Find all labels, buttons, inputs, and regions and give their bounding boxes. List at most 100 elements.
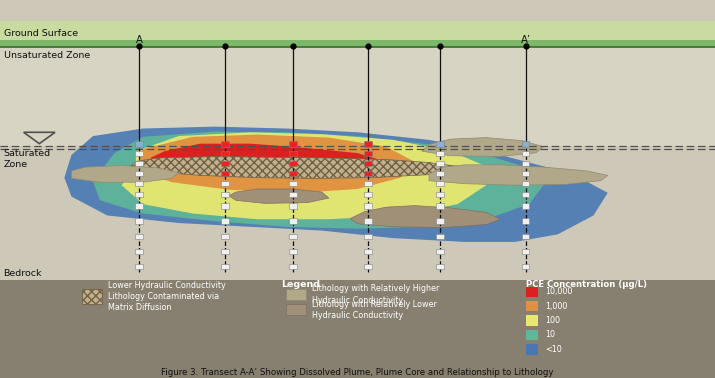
Text: 10: 10: [546, 330, 556, 339]
FancyBboxPatch shape: [521, 171, 529, 176]
FancyBboxPatch shape: [521, 181, 529, 186]
FancyBboxPatch shape: [289, 249, 297, 254]
FancyBboxPatch shape: [289, 181, 297, 186]
FancyBboxPatch shape: [136, 218, 143, 224]
FancyBboxPatch shape: [0, 40, 715, 47]
FancyBboxPatch shape: [521, 203, 529, 209]
FancyBboxPatch shape: [521, 249, 529, 254]
FancyBboxPatch shape: [222, 171, 229, 176]
FancyBboxPatch shape: [222, 161, 229, 166]
Polygon shape: [150, 144, 386, 176]
FancyBboxPatch shape: [521, 141, 529, 147]
Text: Legend: Legend: [281, 280, 320, 290]
FancyBboxPatch shape: [222, 181, 229, 186]
FancyBboxPatch shape: [365, 264, 373, 269]
Text: Saturated
Zone: Saturated Zone: [4, 149, 51, 169]
FancyBboxPatch shape: [365, 181, 373, 186]
FancyBboxPatch shape: [365, 141, 373, 147]
Text: A: A: [136, 36, 143, 45]
Text: Ground Surface: Ground Surface: [4, 29, 78, 38]
Polygon shape: [229, 189, 329, 203]
FancyBboxPatch shape: [222, 234, 229, 239]
FancyBboxPatch shape: [136, 141, 143, 147]
FancyBboxPatch shape: [286, 289, 306, 300]
FancyBboxPatch shape: [436, 171, 443, 176]
Text: Unsaturated Zone: Unsaturated Zone: [4, 51, 90, 60]
FancyBboxPatch shape: [136, 249, 143, 254]
Text: PCE Concentration (µg/L): PCE Concentration (µg/L): [526, 280, 646, 290]
Text: 1,000: 1,000: [546, 302, 568, 311]
Text: <10: <10: [546, 345, 562, 354]
Polygon shape: [422, 138, 543, 156]
FancyBboxPatch shape: [136, 151, 143, 156]
FancyBboxPatch shape: [365, 218, 373, 224]
Text: Bedrock: Bedrock: [4, 269, 42, 278]
FancyBboxPatch shape: [222, 249, 229, 254]
FancyBboxPatch shape: [286, 304, 306, 315]
FancyBboxPatch shape: [136, 203, 143, 209]
Text: 10,000: 10,000: [546, 287, 573, 296]
FancyBboxPatch shape: [526, 287, 538, 297]
Text: A’: A’: [521, 36, 531, 45]
FancyBboxPatch shape: [436, 192, 443, 197]
FancyBboxPatch shape: [365, 161, 373, 166]
FancyBboxPatch shape: [222, 203, 229, 209]
FancyBboxPatch shape: [436, 218, 443, 224]
FancyBboxPatch shape: [521, 192, 529, 197]
Text: 100: 100: [546, 316, 561, 325]
Polygon shape: [122, 132, 486, 219]
Polygon shape: [72, 166, 179, 182]
FancyBboxPatch shape: [0, 47, 715, 146]
FancyBboxPatch shape: [365, 249, 373, 254]
FancyBboxPatch shape: [82, 289, 102, 304]
FancyBboxPatch shape: [365, 203, 373, 209]
FancyBboxPatch shape: [521, 234, 529, 239]
FancyBboxPatch shape: [526, 344, 538, 355]
FancyBboxPatch shape: [436, 249, 443, 254]
FancyBboxPatch shape: [526, 330, 538, 340]
FancyBboxPatch shape: [289, 151, 297, 156]
Polygon shape: [129, 156, 458, 178]
FancyBboxPatch shape: [289, 192, 297, 197]
FancyBboxPatch shape: [136, 234, 143, 239]
FancyBboxPatch shape: [0, 146, 715, 280]
FancyBboxPatch shape: [289, 264, 297, 269]
Polygon shape: [64, 127, 608, 242]
FancyBboxPatch shape: [136, 264, 143, 269]
FancyBboxPatch shape: [136, 171, 143, 176]
FancyBboxPatch shape: [521, 151, 529, 156]
FancyBboxPatch shape: [222, 264, 229, 269]
FancyBboxPatch shape: [289, 171, 297, 176]
Polygon shape: [136, 135, 415, 193]
Text: Lithology with Relatively Higher
Hydraulic Conductivity: Lithology with Relatively Higher Hydraul…: [312, 284, 439, 305]
FancyBboxPatch shape: [436, 141, 443, 147]
FancyBboxPatch shape: [436, 181, 443, 186]
FancyBboxPatch shape: [222, 141, 229, 147]
Polygon shape: [429, 165, 608, 185]
FancyBboxPatch shape: [222, 192, 229, 197]
FancyBboxPatch shape: [136, 181, 143, 186]
FancyBboxPatch shape: [436, 264, 443, 269]
FancyBboxPatch shape: [436, 151, 443, 156]
Text: Figure 3. Transect A-A’ Showing Dissolved Plume, Plume Core and Relationship to : Figure 3. Transect A-A’ Showing Dissolve…: [162, 368, 553, 377]
FancyBboxPatch shape: [526, 301, 538, 311]
FancyBboxPatch shape: [365, 171, 373, 176]
FancyBboxPatch shape: [289, 234, 297, 239]
FancyBboxPatch shape: [0, 21, 715, 40]
FancyBboxPatch shape: [365, 192, 373, 197]
FancyBboxPatch shape: [289, 161, 297, 166]
Polygon shape: [350, 206, 500, 228]
FancyBboxPatch shape: [365, 234, 373, 239]
FancyBboxPatch shape: [222, 218, 229, 224]
FancyBboxPatch shape: [222, 151, 229, 156]
FancyBboxPatch shape: [521, 161, 529, 166]
FancyBboxPatch shape: [436, 161, 443, 166]
FancyBboxPatch shape: [436, 234, 443, 239]
FancyBboxPatch shape: [289, 141, 297, 147]
Polygon shape: [93, 132, 543, 229]
FancyBboxPatch shape: [526, 315, 538, 326]
Text: Lower Hydraulic Conductivity
Lithology Contaminated via
Matrix Diffusion: Lower Hydraulic Conductivity Lithology C…: [108, 281, 226, 312]
FancyBboxPatch shape: [136, 192, 143, 197]
FancyBboxPatch shape: [521, 264, 529, 269]
FancyBboxPatch shape: [136, 161, 143, 166]
